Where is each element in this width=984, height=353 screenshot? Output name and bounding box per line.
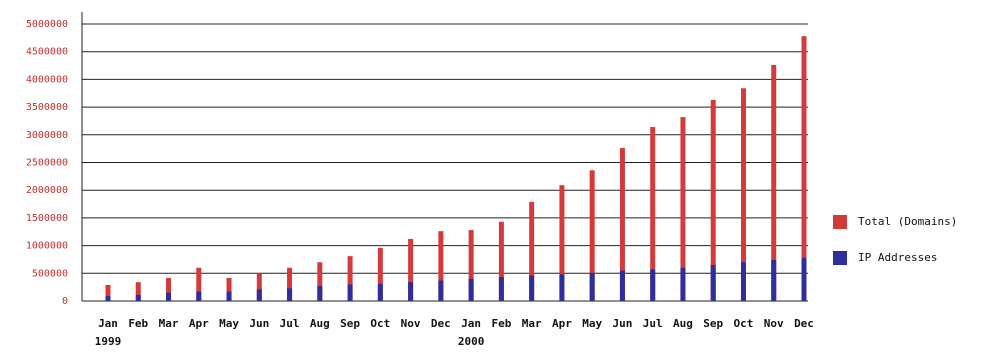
y-tick-label: 500000 <box>32 268 68 279</box>
x-tick-label: Feb <box>491 317 511 330</box>
bar <box>377 283 383 301</box>
y-tick-label: 0 <box>62 296 68 307</box>
bar <box>771 64 777 301</box>
bar <box>680 117 686 302</box>
legend-swatch <box>833 251 847 265</box>
x-tick-label: Dec <box>794 317 814 330</box>
bar <box>105 296 111 301</box>
x-tick-label: Jan <box>461 317 481 330</box>
bar <box>801 36 807 302</box>
bar <box>650 269 656 301</box>
bar <box>347 284 353 301</box>
bar <box>317 286 323 301</box>
bar <box>256 289 262 301</box>
bar <box>619 270 625 301</box>
x-tick-label: Jan <box>98 317 118 330</box>
y-tick-label: 3000000 <box>26 130 68 141</box>
x-tick-label: Mar <box>159 317 179 330</box>
bar <box>287 288 293 301</box>
bar <box>771 260 777 301</box>
x-tick-label: Jun <box>249 317 269 330</box>
bar <box>589 272 595 301</box>
bar <box>710 264 716 301</box>
x-tick-label: Apr <box>189 317 209 330</box>
y-tick-label: 1500000 <box>26 213 68 224</box>
x-tick-label: Aug <box>310 317 330 330</box>
x-tick-label: Oct <box>734 317 754 330</box>
bar <box>740 88 746 301</box>
bar <box>196 267 202 301</box>
bar <box>377 247 383 301</box>
bar <box>589 170 595 301</box>
x-tick-label: Oct <box>370 317 390 330</box>
x-tick-label: Jul <box>643 317 663 330</box>
bar <box>105 284 111 301</box>
x-tick-label: Apr <box>552 317 572 330</box>
y-tick-label: 1000000 <box>26 241 68 252</box>
bar <box>559 274 565 301</box>
bar <box>801 257 807 301</box>
bar <box>317 262 323 301</box>
bar <box>226 278 232 301</box>
legend-swatch <box>833 215 847 229</box>
bar <box>226 291 232 301</box>
bar <box>166 292 172 301</box>
bar <box>468 230 474 301</box>
x-tick-label: Dec <box>431 317 451 330</box>
y-tick-label: 2500000 <box>26 158 68 169</box>
x-tick-label: Nov <box>764 317 784 330</box>
x-tick-label: Aug <box>673 317 693 330</box>
bar <box>438 231 444 301</box>
bar <box>408 282 414 301</box>
bar <box>529 201 535 301</box>
x-tick-label: Jun <box>612 317 632 330</box>
y-tick-label: 4000000 <box>26 74 68 85</box>
x-tick-label: Feb <box>128 317 148 330</box>
year-label: 2000 <box>458 335 485 348</box>
x-tick-label: Jul <box>280 317 300 330</box>
bar <box>650 127 656 301</box>
bar <box>529 275 535 301</box>
y-tick-label: 4500000 <box>26 47 68 58</box>
bar <box>347 256 353 301</box>
legend-label: IP Addresses <box>858 251 937 264</box>
bar <box>619 148 625 301</box>
x-tick-label: May <box>219 317 239 330</box>
bar <box>166 278 172 301</box>
x-tick-label: Mar <box>522 317 542 330</box>
y-tick-label: 2000000 <box>26 185 68 196</box>
y-tick-label: 5000000 <box>26 19 68 30</box>
bar <box>498 277 504 301</box>
x-tick-label: Sep <box>340 317 360 330</box>
x-tick-label: Sep <box>703 317 723 330</box>
x-tick-label: Nov <box>401 317 421 330</box>
bar <box>256 273 262 301</box>
bar <box>710 99 716 301</box>
bar <box>740 262 746 301</box>
bar <box>408 238 414 301</box>
year-label: 1999 <box>95 335 122 348</box>
bar <box>559 185 565 301</box>
bar <box>135 282 141 301</box>
bar <box>135 294 141 301</box>
bar <box>196 291 202 301</box>
bar <box>287 267 293 301</box>
bar <box>498 221 504 301</box>
x-tick-label: May <box>582 317 602 330</box>
legend-label: Total (Domains) <box>858 215 957 228</box>
y-tick-label: 3500000 <box>26 102 68 113</box>
bar <box>468 278 474 301</box>
bar <box>438 280 444 301</box>
bar <box>680 267 686 301</box>
